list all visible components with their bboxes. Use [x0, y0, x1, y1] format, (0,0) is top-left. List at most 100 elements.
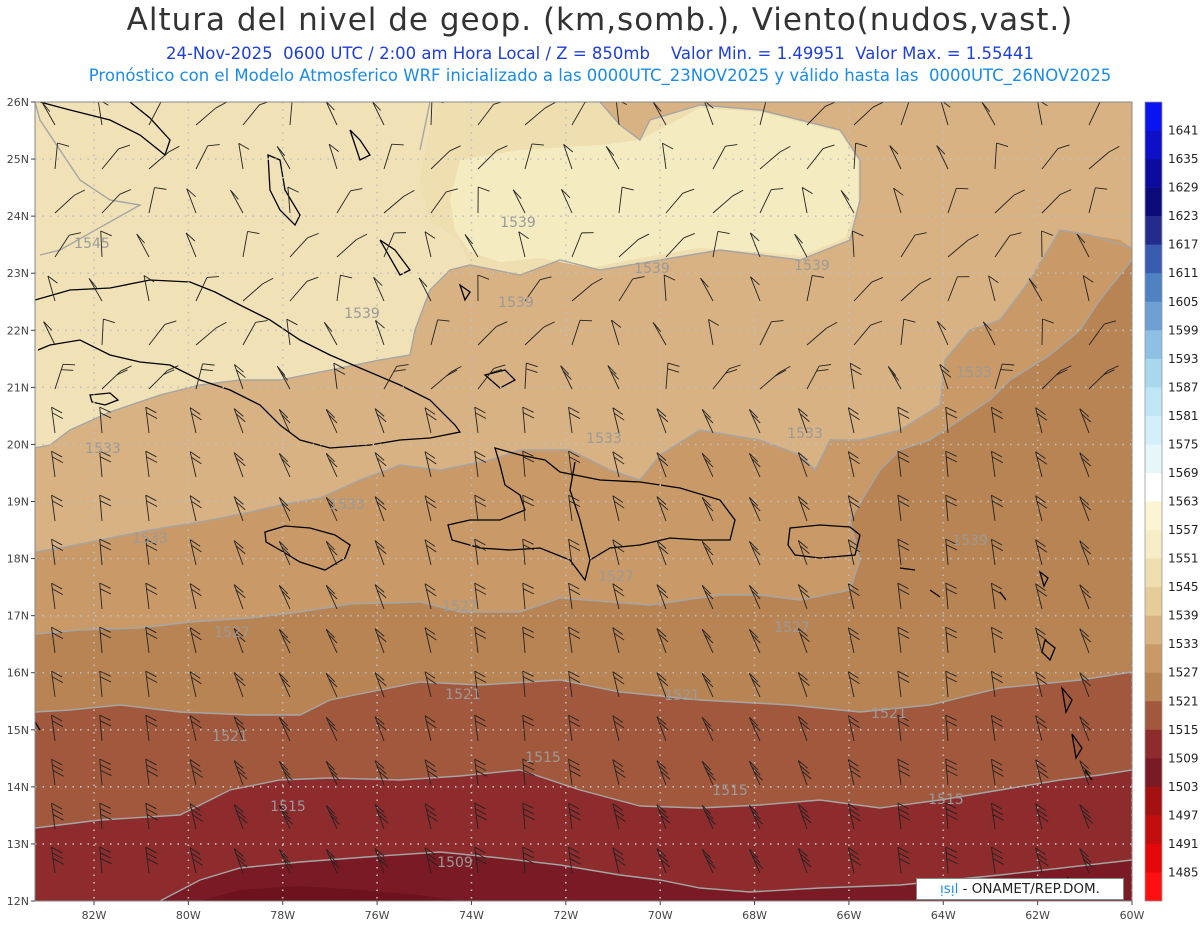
- wind-barb: [656, 408, 669, 434]
- wind-barb: [524, 143, 544, 170]
- wind-barb: [571, 319, 593, 346]
- wind-barb: [994, 189, 1025, 214]
- lat-tick-label: 21N: [7, 381, 29, 394]
- wind-barb: [424, 627, 437, 654]
- colorbar-swatch: [1145, 587, 1162, 616]
- contour-label: 1509: [437, 855, 473, 871]
- wind-barb: [662, 142, 674, 170]
- graticule: [35, 102, 1132, 901]
- wind-barb: [325, 585, 338, 610]
- colorbar-level-label: 1557: [1168, 523, 1199, 537]
- wind-barb: [797, 540, 810, 566]
- wind-barb: [748, 716, 761, 742]
- wind-barb: [424, 231, 436, 258]
- wind-barb: [189, 627, 202, 654]
- wind-barb: [900, 277, 932, 302]
- lat-tick-label: 24N: [7, 210, 29, 223]
- wind-barb: [945, 846, 958, 874]
- wind-barb: [185, 232, 197, 258]
- colorbar-swatch: [1145, 872, 1162, 902]
- wind-barb: [797, 628, 810, 654]
- wind-barb: [424, 451, 437, 478]
- colorbar-swatch: [1145, 102, 1162, 131]
- wind-barb: [278, 452, 291, 478]
- lon-tick-label: 76W: [365, 909, 390, 922]
- contour-label: 1527: [442, 599, 478, 615]
- contour-label: 1539: [498, 295, 534, 311]
- wind-barb: [748, 848, 763, 874]
- wind-barb: [522, 758, 535, 786]
- lon-tick-label: 60W: [1120, 909, 1145, 922]
- wind-barb: [656, 848, 671, 874]
- wind-barb: [939, 363, 952, 390]
- wind-barb: [99, 670, 112, 698]
- wind-barb: [1079, 848, 1094, 874]
- wind-barb: [336, 233, 368, 258]
- wind-barb: [1035, 495, 1048, 522]
- wind-barb: [512, 189, 526, 214]
- wind-barb: [656, 672, 669, 698]
- wind-barb: [847, 495, 860, 522]
- wind-barb: [145, 846, 159, 874]
- wind-barb: [373, 276, 385, 302]
- wind-barb: [847, 759, 862, 786]
- wind-barb: [51, 494, 64, 522]
- wind-barb: [656, 760, 671, 786]
- wind-barb: [145, 494, 158, 522]
- wind-barb: [51, 626, 64, 654]
- wind-barb: [656, 452, 669, 478]
- wind-barb: [759, 145, 791, 170]
- wind-barb: [701, 673, 714, 698]
- wind-barb: [656, 496, 669, 522]
- wind-barb: [1028, 278, 1043, 302]
- lon-tick-label: 74W: [459, 909, 484, 922]
- wind-barb: [289, 232, 319, 258]
- wind-barb: [847, 583, 860, 610]
- wind-barb: [424, 583, 437, 610]
- wind-barb: [665, 362, 680, 390]
- wind-barb: [568, 714, 581, 742]
- wind-barb: [701, 849, 716, 874]
- wind-barb: [99, 626, 112, 654]
- colorbar-swatch: [1145, 758, 1162, 788]
- wind-barb: [477, 364, 506, 390]
- wind-barb: [806, 275, 825, 302]
- valid-time-subtitle: 24-Nov-2025 0600 UTC / 2:00 am Hora Loca…: [165, 44, 1035, 63]
- wind-barb: [99, 450, 112, 478]
- contour-label: 1515: [270, 799, 306, 815]
- wind-barb: [945, 670, 958, 698]
- wind-barb: [571, 232, 594, 258]
- wind-barb: [897, 802, 911, 830]
- wind-barb: [801, 187, 813, 214]
- wind-barb: [847, 627, 860, 654]
- wind-barb: [701, 761, 716, 786]
- contour-label: 1533: [329, 497, 365, 513]
- wind-barb: [242, 102, 270, 126]
- wind-barb: [325, 409, 338, 434]
- wind-barb: [99, 582, 112, 610]
- wind-barb: [195, 321, 227, 346]
- wind-barb: [148, 187, 167, 214]
- wind-barb: [607, 365, 620, 390]
- wind-barb: [43, 321, 56, 346]
- colorbar-swatch: [1145, 330, 1162, 360]
- colorbar-level-label: 1605: [1168, 295, 1199, 309]
- contour-label: 1539: [952, 533, 988, 549]
- wind-barb: [242, 320, 268, 346]
- wind-barb: [336, 188, 363, 214]
- wind-barb: [189, 451, 202, 478]
- band-1551-north: [450, 108, 858, 268]
- wind-barb: [900, 318, 916, 346]
- wind-barb: [748, 408, 761, 434]
- wind-barb: [524, 362, 538, 390]
- contour-label: 1539: [634, 261, 670, 277]
- colorbar-level-label: 1533: [1168, 637, 1199, 651]
- colorbar-swatch: [1145, 159, 1162, 188]
- colorbar-swatch: [1145, 130, 1162, 160]
- wind-barb: [100, 230, 112, 258]
- wind-barb: [1088, 187, 1108, 214]
- wind-barb: [47, 275, 58, 302]
- wind-barb: [374, 804, 389, 830]
- wind-barb: [474, 670, 487, 698]
- wind-barb: [430, 365, 462, 390]
